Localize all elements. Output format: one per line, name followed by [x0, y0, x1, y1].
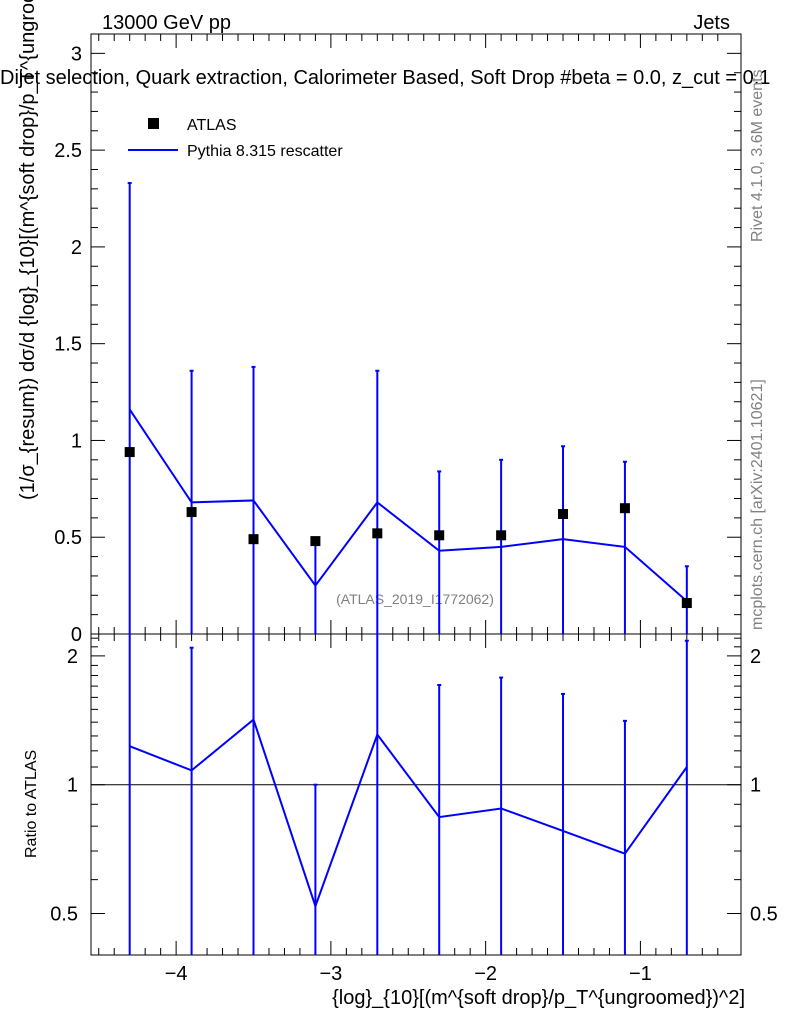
y-tick-label: 1 [750, 775, 761, 797]
atlas-data-point [619, 503, 630, 514]
atlas-data-point [558, 509, 569, 519]
ratio-y-ticks: 0.5 0.5 1 1 2 2 [50, 637, 778, 956]
atlas-data-point [496, 530, 507, 541]
legend-mc-label: Pythia 8.315 rescatter [187, 143, 343, 160]
y-tick-label: 0.5 [750, 904, 778, 926]
legend: ATLAS Pythia 8.315 rescatter [128, 117, 343, 160]
y-tick-label: 1.5 [54, 334, 82, 356]
process-label: Jets [693, 12, 730, 34]
x-tick-label: −4 [165, 963, 188, 985]
atlas-data-point [310, 536, 321, 547]
y-tick-label: 0.5 [54, 527, 82, 549]
ratio-plot-area [91, 634, 741, 955]
y-tick-label: 2 [67, 646, 78, 668]
energy-label: 13000 GeV pp [102, 12, 231, 34]
y-tick-label: 2 [750, 646, 761, 668]
y-tick-label: 0.5 [50, 904, 78, 926]
y-tick-label: 0 [71, 624, 82, 646]
y-tick-label: 1 [71, 430, 82, 452]
x-tick-label: −2 [474, 963, 497, 985]
main-plot-area [124, 182, 692, 634]
atlas-data-point [434, 530, 445, 541]
ratio-y-axis-label: Ratio to ATLAS [23, 750, 40, 858]
ratio-frame [90, 633, 742, 956]
y-tick-label: 2 [71, 237, 82, 259]
legend-atlas-marker [148, 118, 159, 129]
y-tick-label: 2.5 [54, 140, 82, 162]
plot-title: Dijet selection, Quark extraction, Calor… [0, 67, 770, 89]
atlas-data-point [186, 507, 197, 518]
x-tick-label: −1 [629, 963, 652, 985]
atlas-data-point [372, 528, 383, 539]
atlas-data-point [681, 598, 692, 609]
x-tick-label: −3 [319, 963, 342, 985]
atlas-data-point [248, 534, 259, 545]
x-axis-label: {log}_{10}[(m^{soft drop}/p_T^{ungroomed… [332, 987, 745, 1009]
rivet-label: Rivet 4.1.0, 3.6M events [749, 69, 766, 242]
main-y-ticks: 0 0.5 1 1.5 2 2.5 3 [54, 33, 741, 646]
mcplots-label: mcplots.cern.ch [arXiv:2401.10621] [749, 379, 766, 630]
y-tick-label: 1 [67, 775, 78, 797]
mc-line [128, 408, 688, 602]
atlas-data-point [124, 447, 135, 458]
ratio-mc-line [129, 717, 688, 910]
main-y-axis-label: (1/σ_{resum}) dσ/d {log}_{10}[(m^{soft d… [17, 0, 39, 500]
y-tick-label: 3 [71, 43, 82, 65]
analysis-watermark: (ATLAS_2019_I1772062) [336, 591, 494, 607]
legend-atlas-label: ATLAS [187, 117, 237, 134]
